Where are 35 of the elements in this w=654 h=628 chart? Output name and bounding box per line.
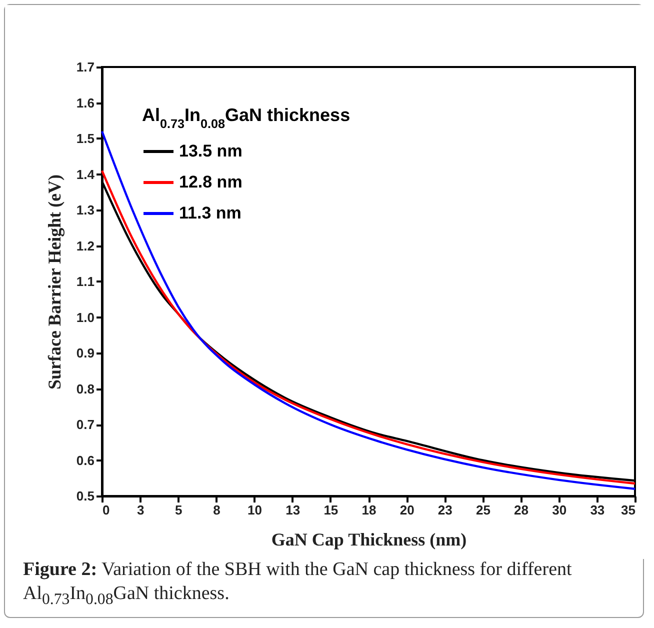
y-tick-label: 0.6 — [76, 452, 94, 468]
y-tick-label: 1.1 — [76, 274, 94, 289]
x-tick-label: 25 — [476, 502, 490, 518]
x-tick-label: 15 — [324, 502, 338, 518]
y-tick-label: 0.9 — [76, 346, 94, 360]
y-tick-label: 1.7 — [76, 60, 94, 74]
x-tick-label: 23 — [438, 502, 452, 518]
y-tick-label: 1.4 — [76, 166, 96, 182]
x-tick-label: 0 — [102, 502, 110, 518]
x-tick-label: 10 — [248, 502, 262, 518]
y-tick-label: 1.0 — [76, 310, 94, 325]
text: Figure 2: Variation of the SBH with the GaN cap thickness for different Al$_{0.73}$In$_{0.08}$GaN thickness. — [23, 559, 572, 608]
legend-title: Al$_{0.73}$In$_{0.08}$GaN thickness — [142, 105, 350, 131]
y-tick-label: 0.5 — [76, 488, 94, 504]
x-axis-title: GaN Cap Thickness (nm) — [271, 530, 467, 550]
y-tick-label: 1.3 — [76, 202, 94, 218]
legend-label: 11.3 nm — [179, 204, 242, 222]
legend-label: 13.5 nm — [179, 142, 242, 160]
x-tick-label: 35 — [621, 502, 636, 518]
x-tick-label: 13 — [286, 502, 300, 518]
x-tick-label: 3 — [136, 502, 144, 518]
x-tick-label: 33 — [590, 502, 605, 518]
y-tick-label: 0.7 — [76, 417, 94, 432]
x-tick-label: 5 — [175, 502, 182, 518]
y-tick-label: 1.6 — [76, 95, 94, 110]
legend-label: 12.8 nm — [179, 172, 242, 192]
y-tick-label: 1.2 — [76, 238, 94, 254]
x-tick-label: 28 — [514, 502, 529, 518]
y-tick-label: 1.5 — [76, 131, 94, 146]
y-tick-label: 0.8 — [76, 381, 94, 396]
x-tick-label: 20 — [400, 502, 414, 518]
x-tick-label: 8 — [213, 502, 220, 518]
y-axis-title: Surface Barrier Height (eV) — [44, 174, 64, 390]
x-tick-label: 30 — [552, 502, 567, 518]
x-tick-label: 18 — [362, 502, 376, 518]
